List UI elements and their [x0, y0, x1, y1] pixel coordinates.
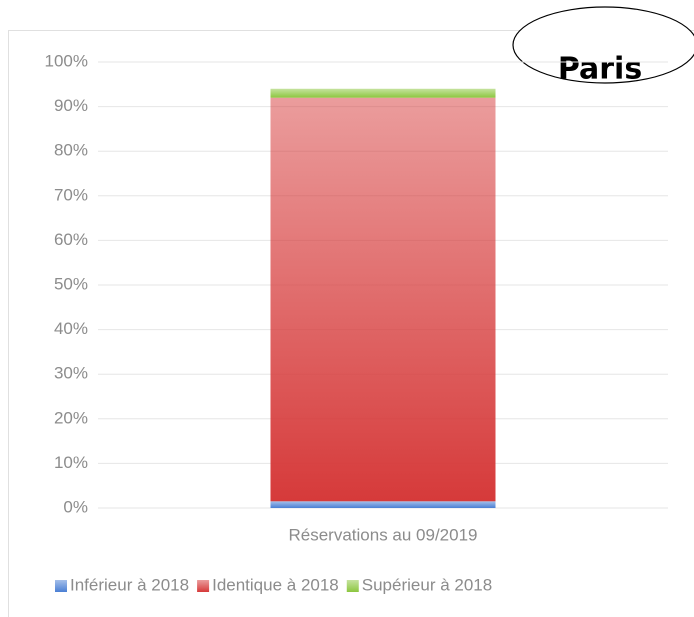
bar-segment	[270, 501, 496, 508]
y-tick-label: 100%	[45, 51, 88, 70]
y-tick-label: 90%	[54, 96, 88, 115]
legend-swatch	[346, 580, 359, 592]
y-tick-label: 20%	[54, 408, 88, 427]
legend-label: Supérieur à 2018	[362, 575, 492, 594]
y-tick-label: 10%	[54, 453, 88, 472]
legend-label: Inférieur à 2018	[70, 575, 189, 594]
chart-frame	[8, 30, 694, 617]
y-tick-label: 40%	[54, 319, 88, 338]
legend-label: Identique à 2018	[212, 575, 339, 594]
y-tick-label: 30%	[54, 364, 88, 383]
legend-swatch	[197, 580, 210, 592]
y-tick-label: 0%	[63, 497, 88, 516]
y-tick-label: 60%	[54, 230, 88, 249]
y-tick-label: 50%	[54, 274, 88, 293]
legend-swatch	[55, 580, 67, 592]
annotation-ellipse	[512, 6, 694, 84]
y-tick-label: 70%	[54, 185, 88, 204]
annotation: Paris	[558, 52, 642, 87]
y-tick-label: 80%	[54, 141, 88, 160]
bar-segment	[270, 97, 496, 502]
x-tick-label: Réservations au 09/2019	[288, 525, 477, 544]
bar-segment	[270, 88, 496, 98]
